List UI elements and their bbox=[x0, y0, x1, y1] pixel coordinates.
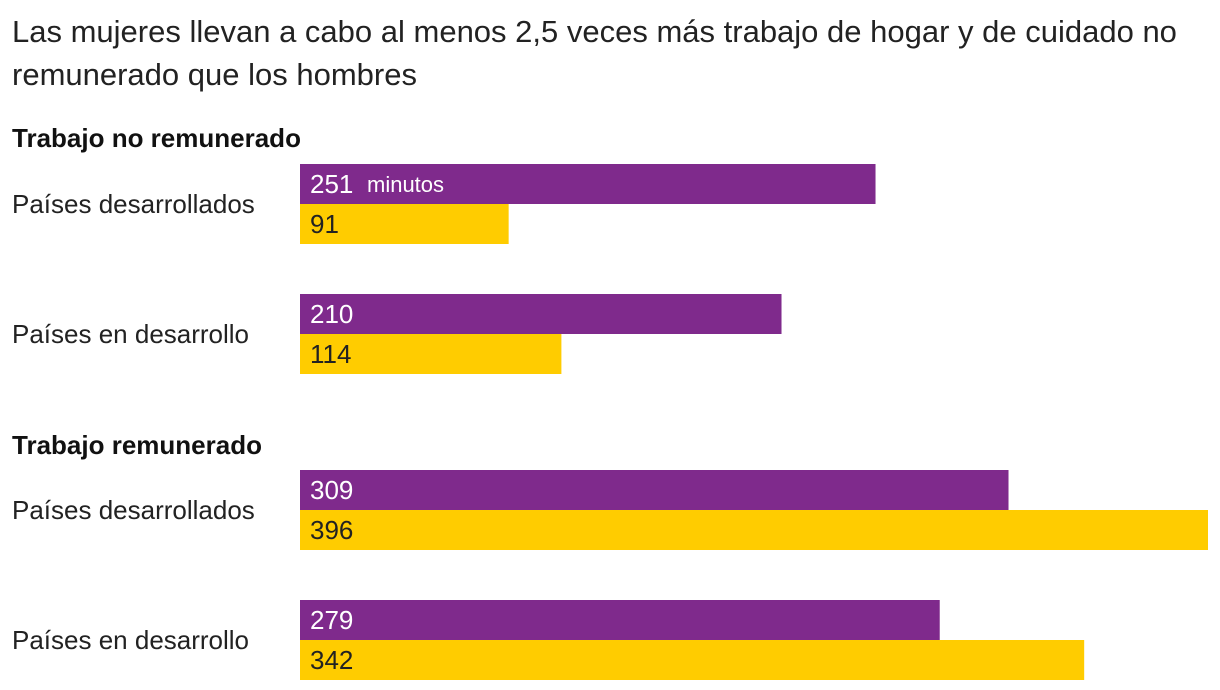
bar-men bbox=[300, 334, 562, 374]
category-label: Países desarrollados bbox=[12, 189, 255, 219]
value-label: 210 bbox=[310, 299, 353, 329]
bar-women bbox=[300, 164, 876, 204]
value-label: 91 bbox=[310, 209, 339, 239]
category-label: Países en desarrollo bbox=[12, 319, 249, 349]
value-label: 396 bbox=[310, 515, 353, 545]
value-label: 309 bbox=[310, 475, 353, 505]
category-label: Países desarrollados bbox=[12, 495, 255, 525]
category-label: Países en desarrollo bbox=[12, 625, 249, 655]
unit-label: minutos bbox=[367, 172, 444, 197]
bar-men bbox=[300, 640, 1085, 680]
bar-women bbox=[300, 294, 782, 334]
bar-men bbox=[300, 510, 1208, 550]
value-label: 279 bbox=[310, 605, 353, 635]
chart-title: Las mujeres llevan a cabo al menos 2,5 v… bbox=[12, 14, 1177, 92]
value-label: 251 bbox=[310, 169, 353, 199]
bar-women bbox=[300, 470, 1009, 510]
bar-women bbox=[300, 600, 940, 640]
value-label: 114 bbox=[310, 339, 351, 369]
value-label: 342 bbox=[310, 645, 353, 675]
group-title: Trabajo no remunerado bbox=[12, 123, 301, 153]
bar-men bbox=[300, 204, 509, 244]
group-title: Trabajo remunerado bbox=[12, 430, 262, 460]
